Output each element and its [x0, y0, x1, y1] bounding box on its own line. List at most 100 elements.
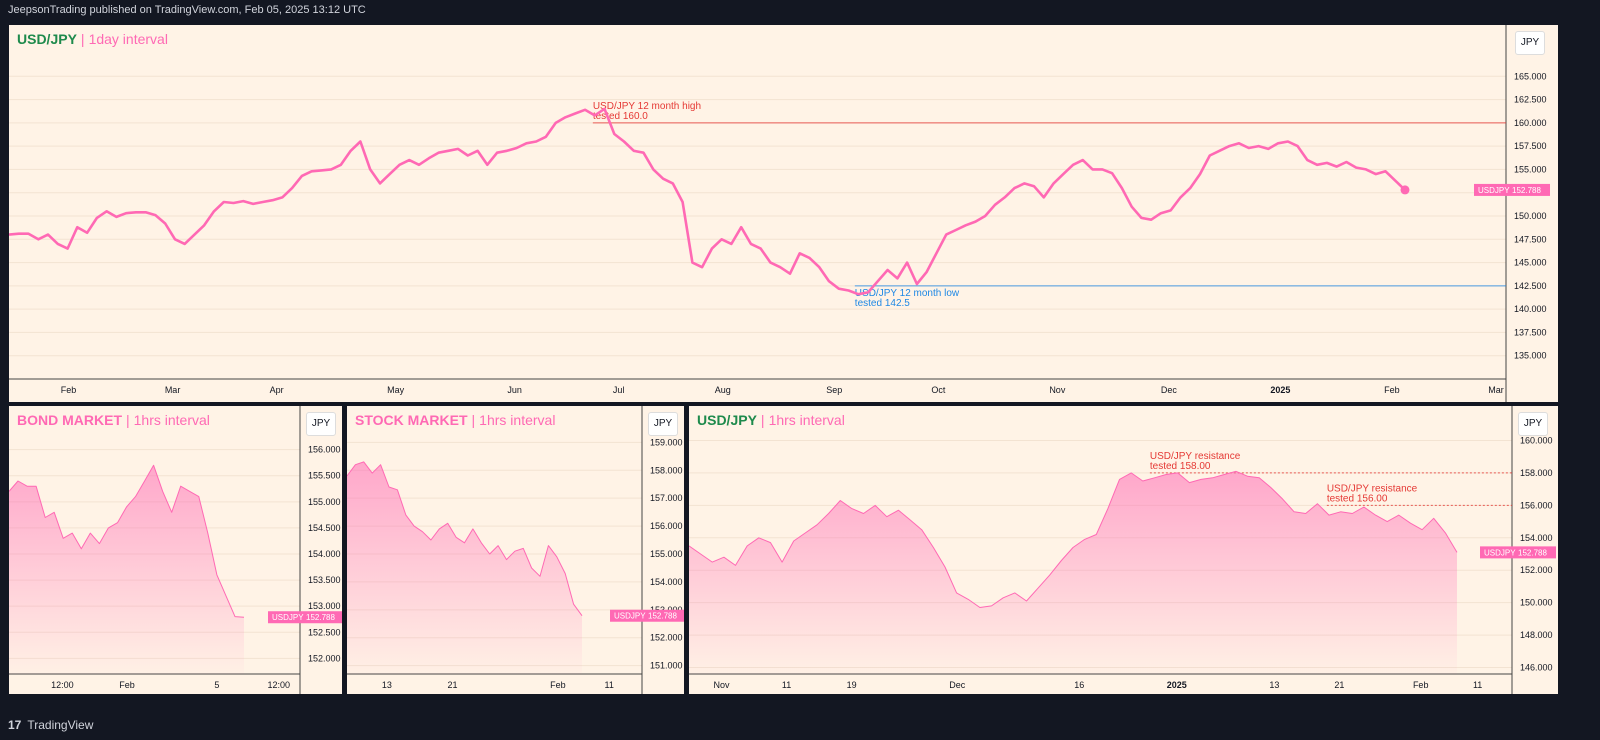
- fx-x-tick-label: 11: [1473, 680, 1482, 690]
- main-x-tick-label: Nov: [1049, 385, 1066, 395]
- fx-y-tick-label: 160.000: [1520, 435, 1553, 445]
- stock-x-tick-label: 11: [605, 680, 614, 690]
- main-chart[interactable]: 135.000 137.500 140.000 142.500 145.000 147.5…: [9, 25, 1558, 402]
- main-x-tick-label: Dec: [1161, 385, 1178, 395]
- bond-price-tag-ticker: USDJPY: [272, 613, 304, 622]
- main-x-tick-label: Jun: [507, 385, 522, 395]
- main-x-tick-label: Apr: [270, 385, 284, 395]
- fx-x-tick-label: Feb: [1413, 680, 1429, 690]
- main-x-tick-label: May: [387, 385, 405, 395]
- stock-y-tick-label: 159.000: [650, 437, 683, 447]
- main-x-tick-label: Mar: [165, 385, 181, 395]
- stock-chart[interactable]: 151.000152.000153.000154.000155.000156.0…: [347, 406, 684, 694]
- fx-x-tick-label: 16: [1074, 680, 1084, 690]
- stock-unit-button[interactable]: JPY: [648, 412, 678, 436]
- main-y-tick-label: 160.000: [1514, 118, 1547, 128]
- fx-y-tick-label: 150.000: [1520, 598, 1553, 608]
- main-x-tick-label: Feb: [1384, 385, 1400, 395]
- stock-y-tick-label: 156.000: [650, 521, 683, 531]
- main-chart-title: USD/JPY | 1day interval: [17, 31, 168, 47]
- bond-series-line: [9, 464, 245, 618]
- main-y-tick-label: 145.000: [1514, 258, 1547, 268]
- fx-annotation-label-2: tested 158.00: [1150, 461, 1211, 472]
- bond-y-tick-label: 154.000: [308, 549, 341, 559]
- fx-y-tick-label: 154.000: [1520, 533, 1553, 543]
- main-price-tag: [1474, 183, 1550, 196]
- stock-chart-title: STOCK MARKET | 1hrs interval: [355, 412, 555, 428]
- main-x-tick-label: 2025: [1270, 385, 1290, 395]
- stock-y-tick-label: 157.000: [650, 493, 683, 503]
- main-title-sep: |: [80, 31, 85, 47]
- fx-x-tick-label: 19: [847, 680, 857, 690]
- stock-y-tick-label: 154.000: [650, 577, 683, 587]
- bond-x-tick-label: 5: [214, 680, 219, 690]
- fx-chart[interactable]: 146.000 148.000 150.000 152.000 154.000 156.0…: [689, 406, 1558, 694]
- main-y-tick-label: 155.000: [1514, 164, 1547, 174]
- main-x-tick-label: Mar: [1488, 385, 1504, 395]
- stock-y-tick-label: 158.000: [650, 465, 683, 475]
- fx-y-tick-label: 152.000: [1520, 565, 1553, 575]
- fx-x-tick-label: 11: [782, 680, 791, 690]
- stock-title-interval: 1hrs interval: [479, 412, 556, 428]
- fx-annotation-label: USD/JPY resistance: [1150, 451, 1241, 462]
- main-annotation-label-2: tested 142.5: [855, 298, 910, 309]
- fx-y-tick-label: 156.000: [1520, 500, 1553, 510]
- fx-chart-panel[interactable]: 146.000 148.000 150.000 152.000 154.000 156.0…: [689, 406, 1558, 694]
- fx-x-tick-label: Dec: [949, 680, 966, 690]
- main-title-interval: 1day interval: [88, 31, 168, 47]
- bond-chart-panel[interactable]: 152.000 152.500 153.000 153.500 154.000 154.5…: [9, 406, 342, 694]
- bond-x-tick-label: 12:00: [267, 680, 290, 690]
- fx-annotation-label: USD/JPY resistance: [1327, 483, 1418, 494]
- stock-price-tag-ticker: USDJPY: [614, 612, 646, 621]
- bond-title-sep: |: [126, 412, 130, 428]
- bond-chart[interactable]: 152.000 152.500 153.000 153.500 154.000 154.5…: [9, 406, 342, 694]
- stock-x-tick-label: Feb: [550, 680, 566, 690]
- bond-price-tag-value: 152.788: [306, 613, 335, 622]
- bond-title-symbol: BOND MARKET: [17, 412, 122, 428]
- main-x-tick-label: Oct: [931, 385, 946, 395]
- bond-y-tick-label: 155.000: [308, 497, 341, 507]
- main-annotation-label: USD/JPY 12 month low: [855, 288, 960, 299]
- bond-y-tick-label: 153.500: [308, 575, 341, 585]
- main-series-line: [9, 107, 1406, 296]
- main-chart-panel[interactable]: 135.000 137.500 140.000 142.500 145.000 147.5…: [9, 25, 1558, 402]
- bond-y-tick-label: 155.500: [308, 471, 341, 481]
- stock-series-line: [347, 461, 583, 616]
- main-y-tick-label: 137.500: [1514, 327, 1547, 337]
- main-y-tick-label: 135.000: [1514, 351, 1547, 361]
- main-x-tick-label: Feb: [61, 385, 77, 395]
- fx-series-area: [689, 471, 1457, 674]
- fx-y-tick-label: 146.000: [1520, 663, 1553, 673]
- stock-chart-panel[interactable]: 151.000152.000153.000154.000155.000156.0…: [347, 406, 684, 694]
- main-price-tag-value: 152.788: [1512, 186, 1541, 195]
- fx-x-tick-label: 21: [1334, 680, 1344, 690]
- main-x-tick-label: Aug: [715, 385, 731, 395]
- bond-unit-button[interactable]: JPY: [306, 412, 336, 436]
- stock-title-sep: |: [471, 412, 476, 428]
- bond-y-tick-label: 153.000: [308, 601, 341, 611]
- bond-chart-title: BOND MARKET | 1hrs interval: [17, 412, 210, 428]
- publish-header: JeepsonTrading published on TradingView.…: [8, 4, 366, 16]
- bond-title-interval: 1hrs interval: [133, 412, 210, 428]
- fx-series-line: [689, 470, 1458, 608]
- stock-price-tag-value: 152.788: [648, 612, 677, 621]
- main-unit-button[interactable]: JPY: [1515, 31, 1545, 55]
- main-price-tag-ticker: USDJPY: [1478, 186, 1510, 195]
- fx-y-tick-label: 158.000: [1520, 468, 1553, 478]
- fx-chart-title: USD/JPY | 1hrs interval: [697, 412, 845, 428]
- fx-x-tick-label: Nov: [714, 680, 731, 690]
- fx-x-tick-label: 13: [1269, 680, 1279, 690]
- main-annotation-label: USD/JPY 12 month high: [593, 101, 701, 112]
- fx-annotation-label-2: tested 156.00: [1327, 493, 1388, 504]
- main-annotation-label-2: tested 160.0: [593, 111, 648, 122]
- main-x-tick-label: Jul: [613, 385, 625, 395]
- stock-y-tick-label: 155.000: [650, 549, 683, 559]
- fx-title-symbol: USD/JPY: [697, 412, 757, 428]
- bond-price-tag: [268, 611, 342, 624]
- fx-unit-button[interactable]: JPY: [1518, 412, 1548, 436]
- stock-price-tag: [610, 609, 684, 622]
- fx-price-tag-value: 152.788: [1518, 548, 1547, 557]
- fx-x-tick-label: 2025: [1167, 680, 1187, 690]
- fx-title-interval: 1hrs interval: [768, 412, 845, 428]
- bond-y-tick-label: 152.500: [308, 627, 341, 637]
